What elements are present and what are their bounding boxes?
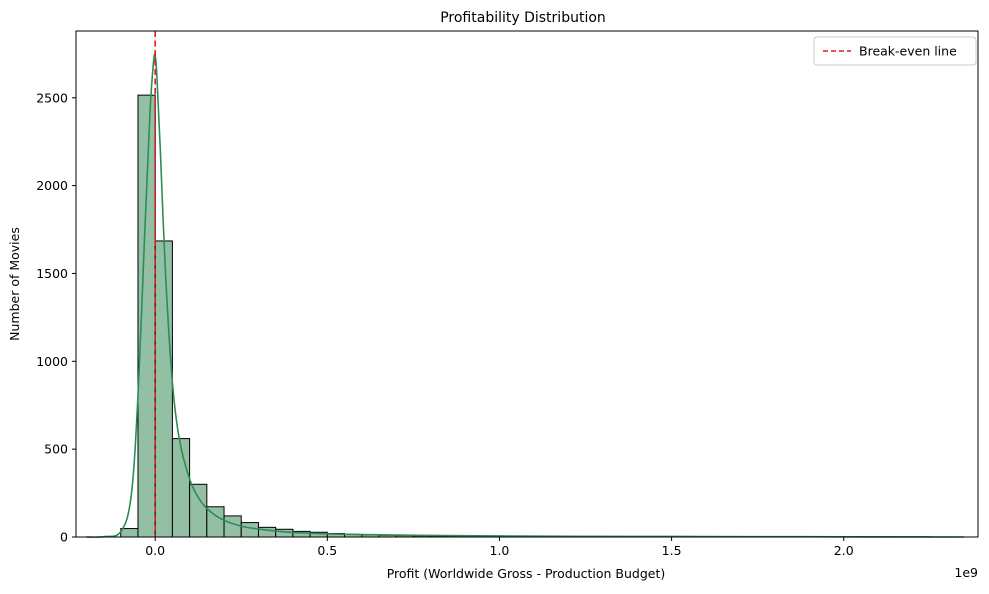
histogram-bar: [224, 516, 241, 537]
legend: Break-even line: [814, 37, 976, 65]
x-tick-label: 2.0: [834, 543, 854, 558]
y-tick-label: 2000: [36, 178, 68, 193]
histogram-bar: [121, 529, 138, 537]
y-tick-label: 500: [44, 442, 68, 457]
chart-title: Profitability Distribution: [440, 10, 606, 26]
histogram-bar: [276, 529, 293, 537]
y-axis-label: Number of Movies: [7, 227, 22, 341]
x-tick-label: 0.5: [317, 543, 337, 558]
axes-layer: [76, 31, 978, 537]
x-tick-label: 1.5: [662, 543, 682, 558]
bars-layer: [121, 95, 930, 537]
y-tick-label: 1500: [36, 266, 68, 281]
histogram-bar: [172, 439, 189, 537]
x-axis-label: Profit (Worldwide Gross - Production Bud…: [387, 566, 666, 581]
legend-entry-label: Break-even line: [859, 44, 957, 59]
x-tick-label: 1.0: [490, 543, 510, 558]
histogram-bar: [190, 484, 207, 537]
kde-layer: [86, 54, 964, 537]
histogram-bar: [155, 241, 172, 537]
kde-curve: [86, 54, 964, 537]
x-offset-label: 1e9: [954, 565, 978, 580]
y-tick-label: 0: [60, 530, 68, 545]
histogram-bar: [138, 95, 155, 537]
x-tick-label: 0.0: [145, 543, 165, 558]
y-tick-label: 1000: [36, 354, 68, 369]
plot-frame: [76, 31, 978, 537]
histogram-bar: [241, 523, 258, 537]
y-tick-label: 2500: [36, 90, 68, 105]
